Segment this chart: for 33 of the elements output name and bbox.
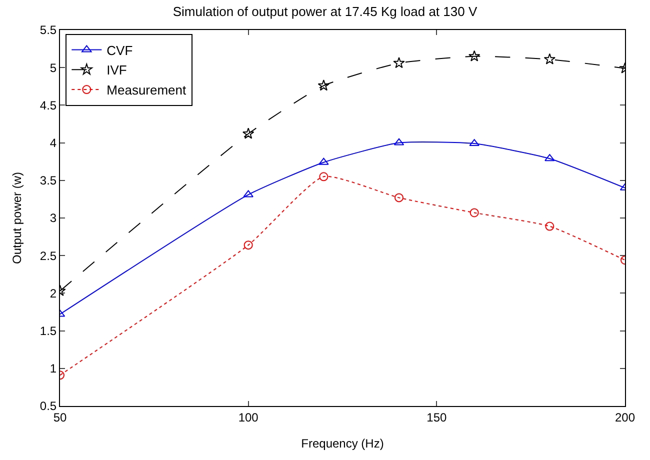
y-axis-title: Output power (w) — [10, 172, 24, 264]
point — [394, 193, 404, 202]
point — [319, 172, 328, 182]
point — [468, 50, 480, 62]
y-tick-label: 4.5 — [40, 98, 57, 112]
y-tick-label: 2 — [50, 286, 57, 300]
point — [318, 80, 330, 91]
y-tick-label: 1 — [50, 362, 57, 376]
point — [470, 208, 479, 218]
x-tick-label: 200 — [614, 410, 636, 424]
point — [243, 190, 254, 198]
y-tick-label: 5.5 — [40, 23, 57, 38]
point — [545, 222, 554, 231]
point — [244, 240, 253, 250]
point — [544, 154, 555, 162]
legend-label: CVF — [106, 42, 133, 58]
y-tick-label: 3.5 — [40, 174, 57, 188]
x-tick-label: 100 — [238, 410, 259, 424]
point — [318, 158, 329, 165]
y-tick-label: 5 — [50, 60, 57, 75]
x-axis-title: Frequency (Hz) — [301, 436, 384, 450]
x-tick-label: 150 — [426, 410, 447, 424]
y-tick-label: 1.5 — [40, 324, 57, 338]
point — [544, 53, 556, 64]
point — [242, 128, 254, 139]
y-tick-label: 2.5 — [40, 248, 57, 263]
point — [469, 139, 480, 146]
legend-label: Measurement — [106, 82, 187, 98]
point — [393, 56, 405, 68]
chart-title: Simulation of output power at 17.45 Kg load at 130 V — [172, 4, 478, 19]
legend-label: IVF — [106, 62, 127, 78]
y-tick-label: 3 — [50, 211, 57, 226]
y-tick-label: 4 — [50, 136, 57, 150]
